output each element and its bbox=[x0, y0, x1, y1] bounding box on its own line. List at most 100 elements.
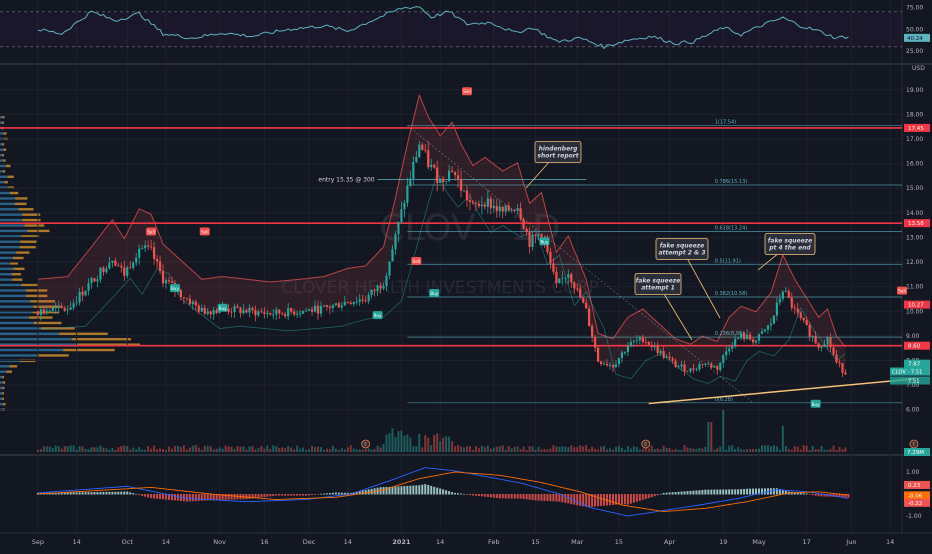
candle-body bbox=[716, 366, 719, 370]
time-tick-label: 17 bbox=[803, 538, 811, 546]
macd-histogram-bar bbox=[647, 494, 650, 499]
macd-histogram-bar bbox=[442, 489, 445, 495]
candle-body bbox=[418, 144, 421, 158]
candle-body bbox=[206, 311, 209, 314]
volume-bar bbox=[775, 446, 778, 452]
macd-histogram-bar bbox=[343, 492, 346, 495]
time-tick-label: 14 bbox=[886, 538, 894, 546]
volume-bar bbox=[722, 410, 725, 452]
volume-bar bbox=[617, 445, 620, 452]
volume-bar bbox=[463, 447, 465, 452]
macd-histogram-bar bbox=[400, 486, 403, 495]
volume-bar bbox=[814, 449, 817, 452]
candle-body bbox=[647, 341, 650, 345]
profile-bar bbox=[0, 294, 27, 298]
buy-signal-badge bbox=[810, 399, 821, 408]
candle-body bbox=[126, 267, 129, 276]
volume-bar bbox=[284, 448, 287, 452]
candle-body bbox=[150, 246, 153, 248]
macd-histogram-bar bbox=[66, 492, 69, 495]
macd-histogram-bar bbox=[173, 494, 176, 501]
candle-body bbox=[677, 366, 680, 368]
volume-bar bbox=[766, 445, 769, 452]
rsi-line bbox=[37, 6, 849, 50]
price-tag-label: 7.87 bbox=[908, 362, 921, 368]
macd-histogram-bar bbox=[57, 492, 60, 495]
candle-body bbox=[844, 372, 847, 375]
profile-bar bbox=[2, 116, 5, 119]
candle-body bbox=[766, 325, 770, 330]
candle-body bbox=[427, 150, 430, 168]
candle-body bbox=[483, 204, 486, 207]
time-tick-label: 14 bbox=[162, 538, 170, 546]
macd-histogram-bar bbox=[460, 493, 463, 495]
macd-histogram-bar bbox=[200, 494, 203, 501]
candle-body bbox=[510, 210, 513, 211]
volume-bar bbox=[594, 448, 597, 452]
volume-bar bbox=[504, 449, 507, 452]
volume-bar bbox=[778, 449, 781, 452]
volume-bar bbox=[838, 447, 841, 452]
macd-histogram-bar bbox=[471, 494, 474, 496]
volume-bar bbox=[558, 446, 561, 452]
candle-body bbox=[84, 290, 87, 296]
squeeze23-callout-text: attempt 2 & 3 bbox=[658, 250, 705, 257]
macd-histogram-bar bbox=[364, 490, 367, 495]
macd-histogram-bar bbox=[406, 485, 409, 495]
earnings-event-icon bbox=[361, 439, 371, 449]
candle-body bbox=[263, 312, 266, 315]
macd-histogram-bar bbox=[36, 492, 39, 495]
candle-body bbox=[379, 285, 382, 289]
buy-signal-label: Buy bbox=[219, 306, 228, 311]
macd-histogram-bar bbox=[266, 494, 269, 497]
macd-histogram-bar bbox=[784, 490, 787, 495]
candle-body bbox=[489, 198, 492, 209]
candle-body bbox=[617, 358, 621, 365]
candle-body bbox=[51, 307, 54, 311]
candle-body bbox=[585, 302, 588, 309]
candle-body bbox=[415, 157, 418, 163]
macd-histogram-bar bbox=[701, 489, 704, 495]
macd-histogram-bar bbox=[540, 494, 543, 501]
candle-body bbox=[391, 249, 394, 262]
candle-body bbox=[558, 278, 561, 284]
candle-body bbox=[582, 297, 585, 303]
buy-signal-badge bbox=[217, 303, 228, 312]
candle-body bbox=[623, 352, 627, 353]
candle-body bbox=[72, 303, 75, 308]
candle-body bbox=[307, 309, 311, 311]
macd-histogram-bar bbox=[522, 494, 525, 499]
macd-histogram-bar bbox=[710, 489, 713, 495]
volume-bar bbox=[445, 436, 448, 452]
macd-histogram-bar bbox=[111, 491, 114, 495]
candle-body bbox=[632, 341, 635, 343]
volume-bar bbox=[376, 445, 379, 452]
candle-body bbox=[301, 311, 305, 314]
candle-body bbox=[397, 222, 400, 235]
macd-histogram-bar bbox=[215, 494, 218, 501]
volume-bar bbox=[784, 445, 787, 452]
macd-histogram-bar bbox=[763, 488, 766, 495]
volume-bar bbox=[829, 448, 832, 452]
volume-bar bbox=[379, 447, 382, 452]
profile-bar bbox=[0, 310, 33, 314]
macd-histogram-bar bbox=[626, 494, 629, 505]
macd-histogram-bar bbox=[147, 494, 150, 498]
volume-bar bbox=[325, 448, 328, 452]
volume-bar bbox=[84, 448, 87, 452]
volume-bar bbox=[817, 449, 820, 452]
macd-histogram-bar bbox=[269, 494, 272, 497]
candle-body bbox=[304, 310, 308, 312]
candle-body bbox=[480, 204, 483, 207]
buy-signal-badge bbox=[372, 311, 383, 320]
candle-body bbox=[215, 310, 218, 313]
macd-histogram-bar bbox=[212, 494, 215, 501]
candle-body bbox=[525, 228, 528, 233]
macd-histogram-bar bbox=[576, 494, 579, 506]
candle-body bbox=[296, 313, 299, 315]
macd-histogram-bar bbox=[465, 494, 468, 495]
volume-bar bbox=[153, 445, 156, 452]
candle-body bbox=[158, 261, 162, 272]
